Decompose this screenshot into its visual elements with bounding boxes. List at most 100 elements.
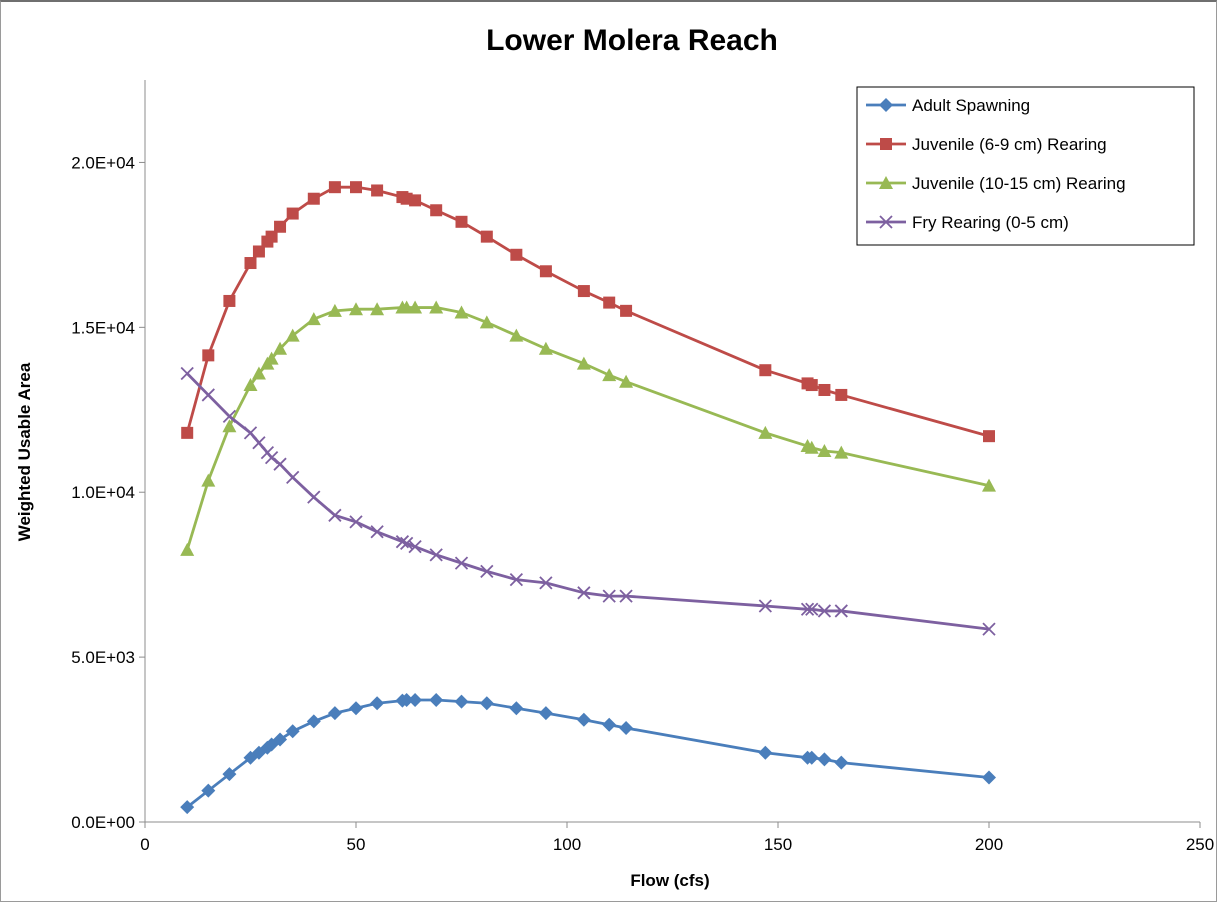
x-tick-label: 50 xyxy=(347,835,366,854)
data-point xyxy=(577,285,590,298)
data-point xyxy=(349,515,363,529)
data-point xyxy=(408,300,423,314)
data-point xyxy=(619,589,633,603)
legend-entry: Adult Spawning xyxy=(866,96,1030,115)
data-point xyxy=(538,706,553,721)
data-point xyxy=(620,304,633,317)
data-point xyxy=(983,430,995,443)
data-point xyxy=(349,701,363,716)
legend-entry: Fry Rearing (0-5 cm) xyxy=(866,213,1069,232)
y-tick-label: 2.0E+04 xyxy=(71,153,135,172)
series-line xyxy=(186,372,990,631)
data-point xyxy=(264,450,279,465)
data-point xyxy=(274,220,287,233)
data-point xyxy=(244,257,257,270)
data-point xyxy=(399,692,414,707)
data-point xyxy=(602,368,617,382)
data-point xyxy=(817,604,832,618)
y-tick-label: 5.0E+03 xyxy=(71,648,135,667)
legend-swatch-marker xyxy=(880,138,892,150)
data-point xyxy=(805,602,819,616)
data-point xyxy=(430,204,443,217)
data-point xyxy=(409,194,422,207)
data-point xyxy=(480,230,493,243)
x-tick-label: 250 xyxy=(1186,835,1214,854)
series-4 xyxy=(180,366,996,636)
data-point xyxy=(429,300,444,314)
data-point xyxy=(328,508,342,522)
data-point xyxy=(429,548,443,562)
data-point xyxy=(370,525,384,539)
data-point xyxy=(429,692,444,707)
data-point xyxy=(286,207,299,220)
data-point xyxy=(454,694,469,709)
data-point xyxy=(327,303,342,317)
data-point xyxy=(395,535,410,549)
data-point xyxy=(273,457,287,471)
legend-label: Juvenile (10-15 cm) Rearing xyxy=(912,174,1126,193)
data-point xyxy=(479,696,494,711)
legend: Adult Spawning Juvenile (6-9 cm) Rearing J… xyxy=(856,86,1195,246)
data-point xyxy=(202,349,215,362)
data-point xyxy=(982,478,996,492)
data-point xyxy=(286,470,300,485)
data-point xyxy=(835,388,848,401)
data-point xyxy=(265,230,278,243)
data-point xyxy=(576,712,591,727)
data-point xyxy=(371,184,384,197)
data-point xyxy=(602,717,617,732)
series-line xyxy=(186,698,990,809)
data-point xyxy=(817,444,832,457)
data-point xyxy=(509,328,524,342)
data-point xyxy=(306,312,321,326)
x-tick-label: 150 xyxy=(764,835,792,854)
data-point xyxy=(619,374,634,388)
data-point xyxy=(603,296,616,309)
legend-swatch-marker xyxy=(879,176,893,189)
x-axis-title: Flow (cfs) xyxy=(630,871,709,890)
x-tick-label: 100 xyxy=(553,835,581,854)
data-point xyxy=(509,572,523,587)
data-point xyxy=(759,364,772,377)
data-point xyxy=(370,302,385,316)
data-point xyxy=(180,800,195,815)
data-point xyxy=(834,445,849,459)
data-point xyxy=(982,770,996,785)
y-tick-label: 1.5E+04 xyxy=(71,318,135,337)
chart-title: Lower Molera Reach xyxy=(486,24,778,57)
data-point xyxy=(252,436,266,450)
data-point xyxy=(223,294,236,307)
data-point xyxy=(758,745,773,760)
legend-box xyxy=(856,86,1195,246)
data-point xyxy=(834,755,849,770)
y-axis-title: Weighted Usable Area xyxy=(15,362,34,541)
data-point xyxy=(539,265,552,278)
x-tick-label: 0 xyxy=(140,835,149,854)
data-point xyxy=(251,366,266,380)
data-point xyxy=(370,696,385,711)
series-line xyxy=(185,306,990,551)
legend-label: Fry Rearing (0-5 cm) xyxy=(912,213,1069,232)
data-point xyxy=(509,701,524,716)
data-point xyxy=(243,378,258,392)
x-tick-label: 200 xyxy=(975,835,1003,854)
data-point xyxy=(201,388,215,402)
data-point xyxy=(455,215,468,228)
data-point xyxy=(222,767,237,782)
series-2 xyxy=(181,181,995,443)
data-point xyxy=(804,440,819,454)
data-point xyxy=(818,383,831,396)
legend-entry: Juvenile (6-9 cm) Rearing xyxy=(866,135,1107,154)
data-point xyxy=(619,721,634,736)
data-point xyxy=(576,356,591,370)
data-point xyxy=(602,589,616,603)
data-point xyxy=(243,426,258,440)
legend-label: Juvenile (6-9 cm) Rearing xyxy=(912,135,1107,154)
data-point xyxy=(758,425,773,439)
data-point xyxy=(264,351,279,365)
data-point xyxy=(285,724,300,739)
data-point xyxy=(307,192,320,205)
data-point xyxy=(408,692,423,707)
data-point xyxy=(538,341,553,355)
